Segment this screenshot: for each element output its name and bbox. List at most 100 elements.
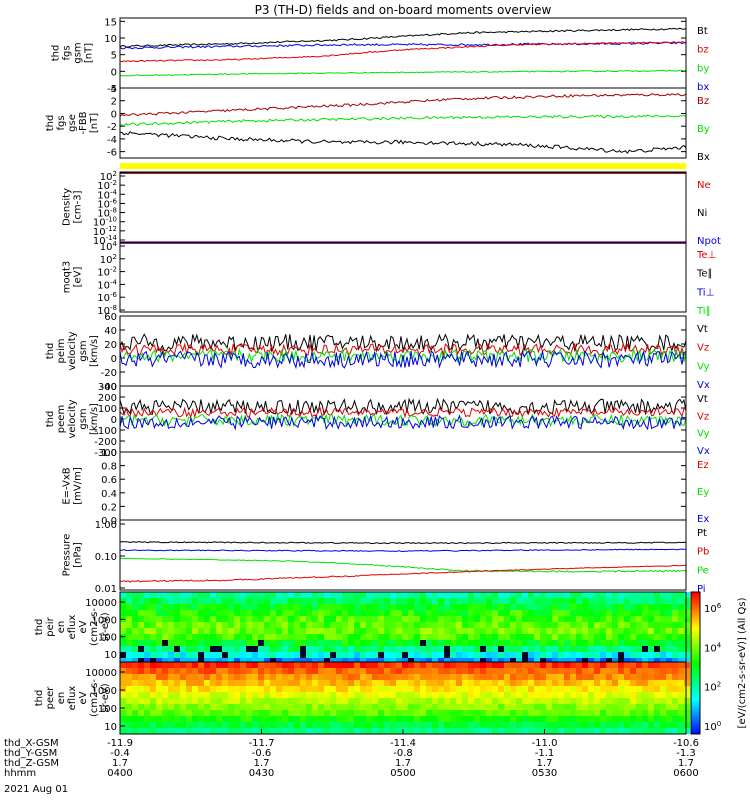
heatmap-cell <box>144 592 150 598</box>
heatmap-cell <box>336 622 342 628</box>
heatmap-cell <box>252 698 258 704</box>
heatmap-cell <box>630 722 636 728</box>
heatmap-cell <box>396 674 402 680</box>
heatmap-cell <box>324 662 330 668</box>
heatmap-cell <box>456 658 462 664</box>
heatmap-cell <box>324 680 330 686</box>
heatmap-cell <box>342 698 348 704</box>
heatmap-cell <box>486 646 492 652</box>
xaxis-tick-label: -1.3 <box>676 748 696 759</box>
heatmap-cell <box>348 634 354 640</box>
heatmap-cell <box>660 686 666 692</box>
legend-bx: bx <box>697 82 709 93</box>
heatmap-cell <box>174 692 180 698</box>
ytick-label: 10-2 <box>97 179 117 192</box>
heatmap-cell <box>270 686 276 692</box>
heatmap-cell <box>360 592 366 598</box>
heatmap-cell <box>600 652 606 658</box>
heatmap-cell <box>612 640 618 646</box>
heatmap-cell <box>354 704 360 710</box>
heatmap-cell <box>432 668 438 674</box>
heatmap-cell <box>528 616 534 622</box>
heatmap-cell <box>348 640 354 646</box>
heatmap-cell <box>144 598 150 604</box>
heatmap-cell <box>168 592 174 598</box>
heatmap-cell <box>318 668 324 674</box>
heatmap-cell <box>516 628 522 634</box>
heatmap-cell <box>318 692 324 698</box>
heatmap-cell <box>396 698 402 704</box>
heatmap-cell <box>342 692 348 698</box>
heatmap-cell <box>330 634 336 640</box>
heatmap-cell <box>258 634 264 640</box>
heatmap-cell <box>276 640 282 646</box>
heatmap-cell <box>150 728 156 734</box>
heatmap-cell <box>510 722 516 728</box>
heatmap-cell <box>486 622 492 628</box>
heatmap-cell <box>528 722 534 728</box>
heatmap-cell <box>672 652 678 658</box>
heatmap-cell <box>582 598 588 604</box>
heatmap-cell <box>624 622 630 628</box>
ylabel-efield: E=-VxB[mV/m] <box>62 467 84 505</box>
heatmap-cell <box>480 634 486 640</box>
heatmap-cell <box>192 616 198 622</box>
heatmap-cell <box>468 592 474 598</box>
heatmap-cell <box>354 662 360 668</box>
heatmap-cell <box>276 592 282 598</box>
heatmap-cell <box>564 692 570 698</box>
heatmap-cell <box>660 662 666 668</box>
heatmap-cell <box>606 628 612 634</box>
heatmap-cell <box>408 622 414 628</box>
heatmap-cell <box>546 674 552 680</box>
heatmap-cell <box>228 622 234 628</box>
heatmap-cell <box>426 628 432 634</box>
heatmap-cell <box>192 598 198 604</box>
heatmap-cell <box>546 698 552 704</box>
heatmap-cell <box>426 698 432 704</box>
heatmap-cell <box>522 598 528 604</box>
heatmap-cell <box>570 728 576 734</box>
heatmap-cell <box>336 728 342 734</box>
heatmap-cell <box>606 640 612 646</box>
heatmap-cell <box>210 662 216 668</box>
heatmap-cell <box>258 662 264 668</box>
heatmap-cell <box>408 652 414 658</box>
heatmap-cell <box>480 628 486 634</box>
heatmap-cell <box>216 668 222 674</box>
heatmap-cell <box>228 668 234 674</box>
heatmap-cell <box>432 604 438 610</box>
heatmap-cell <box>396 716 402 722</box>
heatmap-cell <box>450 598 456 604</box>
heatmap-cell <box>306 692 312 698</box>
heatmap-cell <box>372 646 378 652</box>
heatmap-cell <box>162 604 168 610</box>
series-line-bx <box>120 131 687 154</box>
heatmap-cell <box>150 686 156 692</box>
heatmap-cell <box>276 680 282 686</box>
heatmap-cell <box>306 592 312 598</box>
heatmap-cell <box>198 728 204 734</box>
heatmap-cell <box>318 646 324 652</box>
colorbar-step <box>691 634 700 638</box>
heatmap-cell <box>222 722 228 728</box>
heatmap-cell <box>516 686 522 692</box>
heatmap-cell <box>132 622 138 628</box>
heatmap-cell <box>168 722 174 728</box>
heatmap-cell <box>138 722 144 728</box>
heatmap-cell <box>294 680 300 686</box>
heatmap-cell <box>606 646 612 652</box>
heatmap-cell <box>282 716 288 722</box>
heatmap-cell <box>198 668 204 674</box>
heatmap-cell <box>138 704 144 710</box>
heatmap-cell <box>228 616 234 622</box>
heatmap-cell <box>576 680 582 686</box>
heatmap-cell <box>150 610 156 616</box>
heatmap-cell <box>162 628 168 634</box>
heatmap-cell <box>642 658 648 664</box>
heatmap-cell <box>486 658 492 664</box>
heatmap-cell <box>642 646 648 652</box>
heatmap-cell <box>498 686 504 692</box>
heatmap-cell <box>504 716 510 722</box>
heatmap-cell <box>624 698 630 704</box>
